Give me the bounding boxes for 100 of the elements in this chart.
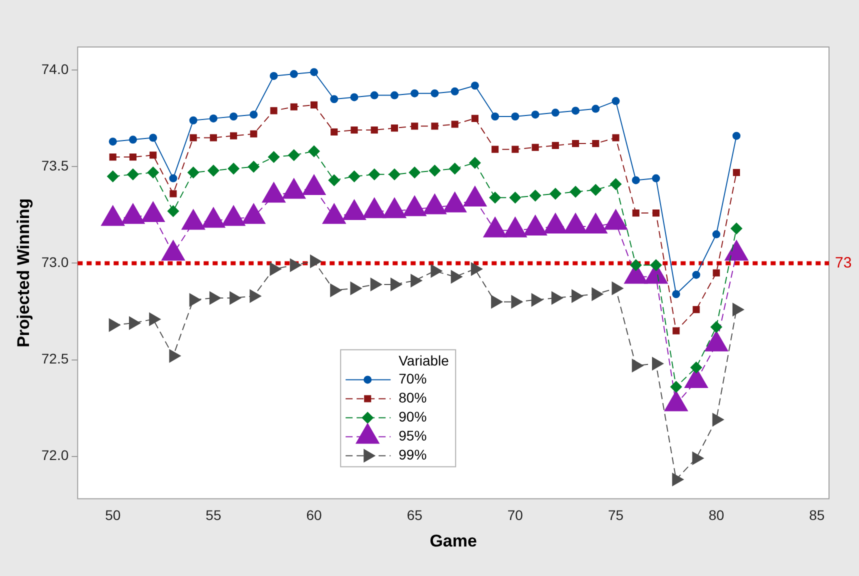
point — [250, 110, 258, 119]
legend-label: 95% — [398, 428, 427, 444]
ref-line-label: 73 — [835, 254, 852, 272]
point — [511, 112, 520, 121]
point — [209, 114, 218, 122]
point — [451, 120, 458, 128]
x-axis-title: Game — [430, 531, 477, 550]
point — [270, 72, 278, 80]
x-tick-label: 70 — [507, 507, 524, 524]
x-tick-label: 65 — [406, 507, 423, 524]
point — [712, 230, 720, 238]
point — [471, 114, 478, 122]
point — [390, 124, 398, 132]
point — [189, 116, 198, 124]
x-tick-label: 55 — [206, 507, 222, 524]
point — [290, 103, 298, 110]
point — [147, 166, 160, 178]
point — [368, 168, 380, 180]
point — [692, 306, 700, 314]
point — [652, 210, 660, 217]
point — [128, 136, 137, 144]
point — [630, 259, 642, 272]
legend-label: 80% — [398, 390, 427, 406]
point — [450, 87, 459, 96]
point — [572, 106, 580, 115]
point — [207, 164, 220, 177]
point — [610, 178, 622, 190]
point — [570, 186, 582, 198]
point — [612, 97, 620, 106]
point — [350, 93, 358, 102]
point — [470, 82, 479, 90]
point — [150, 152, 157, 159]
x-tick-label: 80 — [708, 507, 724, 524]
y-tick-label: 72.5 — [41, 350, 69, 367]
point — [370, 126, 378, 134]
point — [549, 188, 562, 200]
point — [672, 327, 680, 334]
point — [290, 70, 298, 78]
point — [348, 170, 360, 182]
point — [732, 132, 740, 140]
point — [169, 174, 178, 182]
point — [308, 145, 320, 158]
point — [250, 130, 258, 138]
point — [448, 162, 461, 175]
point — [532, 144, 539, 151]
point — [592, 104, 600, 113]
point — [248, 160, 260, 173]
point — [692, 270, 700, 279]
point — [690, 362, 702, 374]
point — [190, 134, 197, 142]
point — [489, 192, 502, 204]
point — [350, 126, 358, 134]
y-tick-label: 72.0 — [41, 447, 69, 464]
point — [328, 174, 340, 186]
point — [730, 222, 742, 234]
point — [712, 269, 720, 276]
point — [632, 176, 640, 184]
point — [310, 101, 318, 108]
point — [512, 146, 519, 153]
point — [330, 95, 338, 104]
point — [310, 68, 318, 76]
point — [431, 122, 438, 130]
y-tick-label: 73.5 — [41, 158, 69, 174]
point — [491, 112, 500, 121]
point — [410, 89, 419, 98]
point — [672, 290, 680, 298]
point — [492, 146, 499, 153]
point — [650, 259, 662, 272]
point — [652, 174, 660, 182]
x-tick-label: 85 — [809, 507, 825, 524]
x-tick-label: 50 — [105, 507, 121, 524]
point — [370, 91, 378, 100]
point — [288, 149, 300, 162]
point — [509, 192, 522, 204]
y-axis-title: Projected Winning — [14, 198, 33, 348]
point — [670, 380, 682, 393]
point — [270, 107, 278, 114]
point — [612, 134, 620, 142]
point — [210, 134, 217, 142]
point — [228, 162, 240, 175]
legend-title: Variable — [398, 352, 450, 369]
legend-label: 90% — [398, 408, 427, 425]
y-tick-label: 74.0 — [41, 61, 69, 78]
point — [632, 210, 640, 217]
point — [411, 122, 418, 130]
point — [590, 184, 602, 196]
point — [108, 138, 117, 146]
point — [529, 190, 542, 202]
point — [592, 140, 600, 148]
point — [268, 151, 280, 164]
point — [109, 154, 116, 161]
y-tick-label: 73.0 — [41, 254, 69, 270]
point — [428, 164, 441, 177]
point — [230, 112, 238, 121]
point — [187, 166, 200, 178]
point — [408, 166, 421, 178]
legend-label: 99% — [398, 446, 427, 463]
x-tick-label: 75 — [608, 507, 624, 524]
point — [129, 154, 137, 161]
point — [732, 168, 740, 176]
